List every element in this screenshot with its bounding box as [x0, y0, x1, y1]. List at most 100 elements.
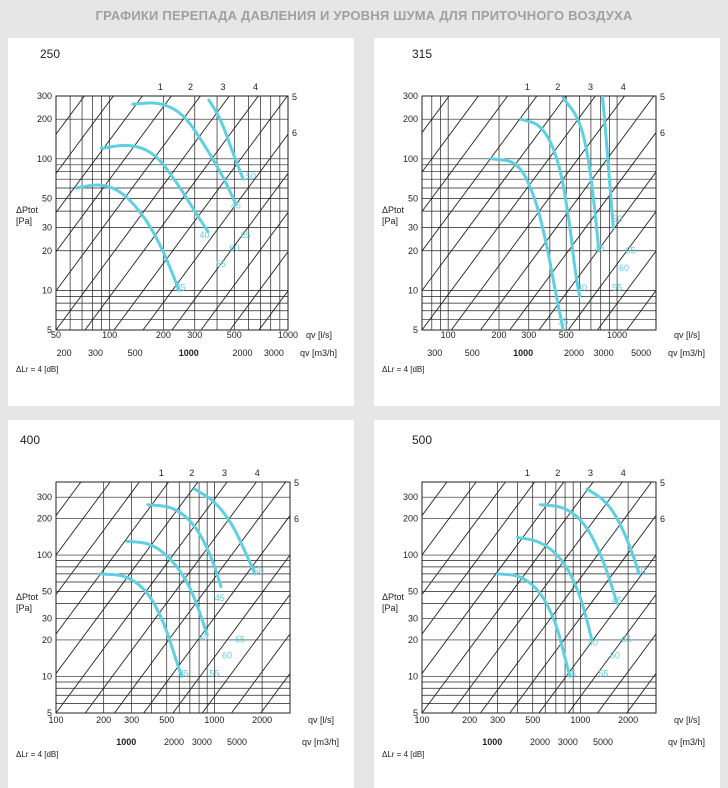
- chart-panel-250: 250 35 40 45 50 55 60 65 1 2 3 4 5 6 5 10 20 30 50 100 200 30…: [8, 38, 354, 406]
- noise-note: ΔLr = 4 [dB]: [382, 365, 424, 374]
- x-tick-m3h: 5000: [631, 348, 651, 358]
- system-line: [685, 38, 720, 330]
- system-line: [538, 171, 656, 330]
- fan-curves: [496, 487, 641, 678]
- system-line: [422, 482, 506, 596]
- x-tick-ls: 500: [159, 715, 174, 725]
- system-line: [287, 329, 288, 330]
- system-line: [480, 482, 653, 713]
- y-tick-label: 300: [403, 91, 418, 101]
- x-tick-ls: 500: [559, 330, 574, 340]
- y-tick-label: 30: [42, 223, 52, 233]
- line-label-2: 2: [555, 82, 560, 92]
- fan-curve-3: [561, 96, 601, 253]
- system-line: [56, 96, 85, 136]
- system-line: [289, 712, 290, 713]
- chart-panel-315: 315 35 40 45 50 55 60 65 1 2 3 4 5 6 5 10 20 30 50 100 200 30…: [374, 38, 720, 406]
- system-line: [422, 96, 567, 292]
- y-tick-label: 200: [403, 114, 418, 124]
- x-tick-ls: 200: [156, 330, 171, 340]
- system-line: [56, 96, 230, 330]
- noise-label: 55: [216, 259, 226, 269]
- x-tick-ls: 100: [102, 330, 117, 340]
- chart-title: 315: [412, 47, 432, 61]
- system-line: [231, 633, 290, 713]
- system-line: [422, 96, 509, 213]
- line-label-6: 6: [660, 514, 665, 524]
- noise-label: 35: [179, 668, 189, 678]
- line-label-1: 1: [525, 82, 530, 92]
- system-line: [56, 96, 143, 214]
- x-tick-m3h: 300: [427, 348, 442, 358]
- x-tick-m3h: 3000: [558, 737, 578, 747]
- x-tick-ls: 300: [187, 330, 202, 340]
- y-tick-label: 50: [408, 587, 418, 597]
- page-header: ГРАФИКИ ПЕРЕПАДА ДАВЛЕНИЯ И УРОВНЯ ШУМА …: [0, 0, 728, 30]
- x-tick-ls: 2000: [252, 715, 272, 725]
- x-axis-label-ls: qv [l/s]: [306, 330, 332, 340]
- y-tick-label: 20: [42, 246, 52, 256]
- x-tick-m3h: 200: [57, 348, 72, 358]
- noise-label: 45: [612, 595, 622, 605]
- system-line: [143, 514, 290, 713]
- noise-label: 60: [229, 243, 239, 253]
- system-line: [422, 96, 479, 173]
- y-tick-label: 20: [408, 246, 418, 256]
- system-line: [422, 96, 596, 330]
- plot-frame: [55, 481, 291, 714]
- x-tick-m3h: 2000: [530, 737, 550, 747]
- line-label-1: 1: [525, 468, 530, 478]
- noise-label: 60: [619, 263, 629, 273]
- line-label-3: 3: [588, 82, 593, 92]
- line-label-6: 6: [294, 514, 299, 524]
- fan-curve-3: [131, 101, 238, 206]
- fan-curves: [489, 96, 615, 330]
- y-tick-label: 50: [42, 587, 52, 597]
- x-axis-label-m3h: qv [m3/h]: [668, 348, 705, 358]
- y-tick-label: 300: [403, 492, 418, 502]
- system-line: [509, 131, 656, 330]
- system-line: [201, 593, 290, 713]
- fan-curve-1: [496, 572, 572, 678]
- noise-label: 65: [625, 246, 635, 256]
- chart-title: 400: [20, 433, 40, 447]
- x-tick-ls: 2000: [618, 715, 638, 725]
- system-line: [422, 482, 565, 675]
- system-line: [113, 96, 288, 330]
- y-tick-label: 100: [37, 550, 52, 560]
- x-tick-m3h: 3000: [594, 348, 614, 358]
- fan-curve-3: [539, 503, 619, 605]
- y-tick-label: 300: [37, 492, 52, 502]
- system-line: [114, 482, 287, 713]
- y-axis-label: ΔPtot: [382, 592, 405, 602]
- system-lines: [422, 38, 720, 330]
- line-label-2: 2: [189, 468, 194, 478]
- y-tick-label: 100: [403, 154, 418, 164]
- x-tick-ls: 500: [525, 715, 540, 725]
- noise-label: 65: [621, 635, 631, 645]
- noise-label: 55: [612, 282, 622, 292]
- chart-title: 500: [412, 433, 432, 447]
- x-tick-ls: 1000: [570, 715, 590, 725]
- x-tick-ls: 1000: [607, 330, 627, 340]
- fan-curve-2: [515, 535, 594, 642]
- system-line: [538, 554, 656, 713]
- x-axis-label-m3h: qv [m3/h]: [302, 737, 339, 747]
- fan-curve-4: [207, 98, 245, 181]
- y-tick-label: 200: [403, 514, 418, 524]
- system-lines: [56, 38, 354, 330]
- system-line: [258, 290, 288, 330]
- system-line: [200, 211, 288, 330]
- y-tick-label: 10: [42, 671, 52, 681]
- noise-label: 35: [558, 317, 568, 327]
- noise-label: 50: [246, 171, 256, 181]
- system-line: [655, 712, 656, 713]
- system-line: [317, 38, 354, 330]
- line-label-5: 5: [660, 92, 665, 102]
- noise-label: 50: [636, 566, 646, 576]
- system-line: [597, 633, 656, 713]
- system-line: [84, 96, 259, 330]
- y-tick-label: 100: [403, 550, 418, 560]
